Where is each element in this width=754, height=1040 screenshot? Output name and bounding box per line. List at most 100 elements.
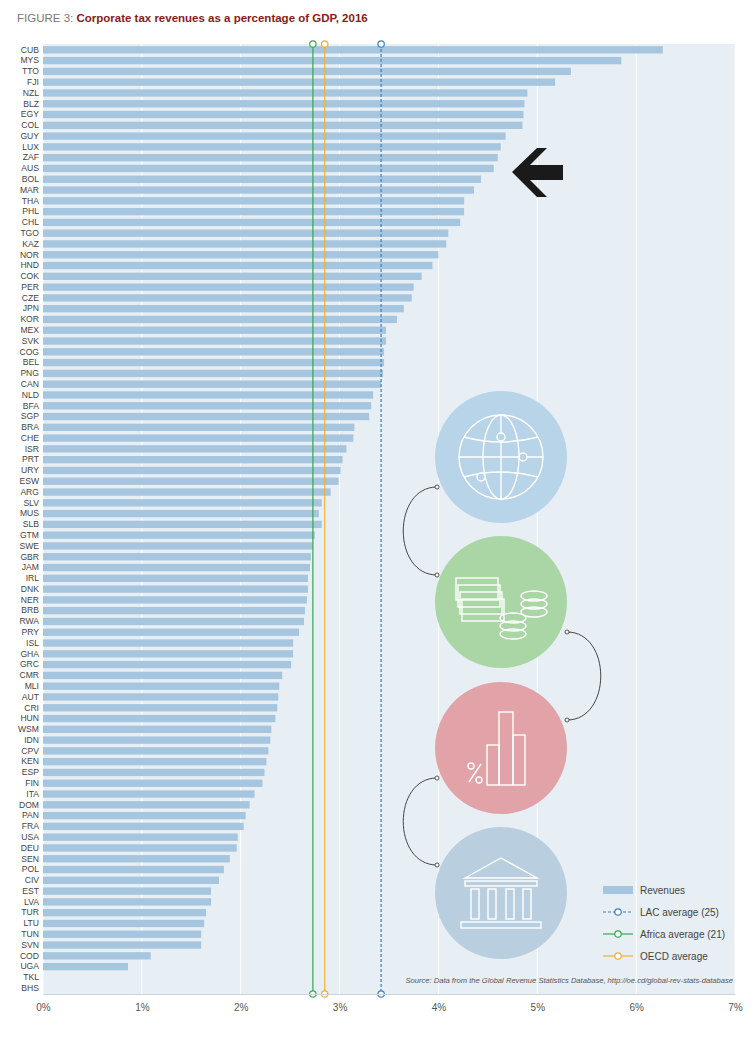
y-tick-label: NER	[21, 595, 39, 605]
icon-line	[487, 745, 499, 785]
bar	[43, 294, 412, 301]
y-tick: GUY	[20, 131, 43, 141]
bar	[43, 402, 371, 409]
y-tick: MLI	[25, 681, 43, 691]
x-tick: 3%	[333, 994, 348, 1013]
y-tick-label: TUR	[21, 907, 39, 917]
y-tick: RWA	[19, 616, 43, 626]
legend-label: OECD average	[640, 951, 708, 962]
y-tick: TUN	[21, 929, 43, 939]
y-tick: SLV	[23, 498, 43, 508]
y-tick: BFA	[23, 401, 43, 411]
y-tick: EGY	[21, 109, 43, 119]
bar	[43, 499, 322, 506]
bar	[43, 920, 204, 927]
bar	[43, 154, 498, 161]
y-tick: BEL	[23, 357, 43, 367]
y-tick-label: MUS	[20, 508, 39, 518]
y-tick-label: TTO	[22, 66, 39, 76]
y-tick-label: ARG	[20, 487, 39, 497]
bar	[43, 931, 201, 938]
connector-end	[435, 573, 439, 577]
y-tick-label: KAZ	[22, 239, 39, 249]
y-tick: ARG	[20, 487, 43, 497]
y-tick: NER	[21, 595, 43, 605]
y-tick: JAM	[22, 562, 43, 572]
legend-item: LAC average (25)	[603, 907, 719, 918]
grid	[43, 44, 735, 994]
bar	[43, 327, 386, 334]
y-tick-label: PRY	[21, 627, 39, 637]
bar	[43, 974, 44, 981]
y-tick: CZE	[22, 293, 43, 303]
y-tick-label: LUX	[22, 142, 39, 152]
bar	[43, 434, 353, 441]
y-tick-label: GRC	[20, 659, 39, 669]
y-tick: POL	[22, 864, 43, 874]
y-tick: MEX	[20, 325, 43, 335]
bar	[43, 985, 44, 992]
legend-marker	[615, 909, 621, 915]
y-tick: UGA	[20, 961, 43, 971]
bar	[43, 478, 339, 485]
y-tick-label: SLB	[23, 519, 40, 529]
icon-line	[465, 858, 537, 878]
y-tick: ISL	[26, 638, 43, 648]
y-tick-label: CMR	[19, 670, 39, 680]
bar	[43, 747, 268, 754]
y-tick: PHL	[22, 206, 43, 216]
x-tick-label: 7%	[728, 1002, 743, 1013]
y-axis: CUBMYSTTOFJINZLBLZEGYCOLGUYLUXZAFAUSBOLM…	[18, 45, 43, 993]
legend-label: Africa average (21)	[640, 929, 725, 940]
bar	[43, 553, 311, 560]
y-tick: PAN	[22, 810, 43, 820]
y-tick-label: EGY	[21, 109, 39, 119]
y-tick: COD	[20, 951, 43, 961]
bar	[43, 812, 246, 819]
y-tick: IDN	[24, 735, 43, 745]
x-tick: 1%	[135, 994, 150, 1013]
y-tick: NZL	[23, 88, 43, 98]
y-tick-label: TGO	[20, 228, 39, 238]
legend: RevenuesLAC average (25)Africa average (…	[603, 885, 725, 962]
bar	[43, 834, 238, 841]
icon-dot	[519, 453, 527, 461]
icon-circle	[435, 536, 567, 668]
connector	[403, 778, 437, 865]
y-tick-label: DEU	[21, 843, 39, 853]
bar	[43, 855, 230, 862]
connector-end	[565, 630, 569, 634]
y-tick-label: CPV	[21, 746, 39, 756]
y-tick-label: FRA	[22, 821, 39, 831]
y-tick-label: ZAF	[23, 152, 39, 162]
icon-line	[462, 599, 504, 621]
y-tick-label: POL	[22, 864, 39, 874]
y-tick: GBR	[20, 552, 43, 562]
bar	[43, 769, 264, 776]
icons	[403, 391, 601, 959]
y-tick: ITA	[26, 789, 43, 799]
bar	[43, 532, 315, 539]
x-tick-label: 4%	[432, 1002, 447, 1013]
y-tick: FRA	[22, 821, 43, 831]
icon-circle	[435, 682, 567, 814]
bar	[43, 650, 293, 657]
y-tick-label: WSM	[18, 724, 39, 734]
average-line	[380, 44, 381, 994]
bar	[43, 488, 331, 495]
icon-line	[513, 735, 525, 785]
y-tick-label: FIN	[25, 778, 39, 788]
source-note: Source: Data from the Global Revenue Sta…	[405, 976, 733, 985]
average-marker	[322, 41, 328, 47]
x-tick: 4%	[432, 994, 447, 1013]
y-tick-label: EST	[22, 886, 39, 896]
icon-line	[469, 764, 481, 782]
y-tick-label: CZE	[22, 293, 39, 303]
y-tick-label: CAN	[21, 379, 39, 389]
average-line	[324, 44, 325, 994]
connector-end	[435, 776, 439, 780]
icon-line	[521, 607, 547, 617]
y-tick-label: LVA	[24, 897, 39, 907]
bar	[43, 607, 305, 614]
y-tick: MUS	[20, 508, 43, 518]
